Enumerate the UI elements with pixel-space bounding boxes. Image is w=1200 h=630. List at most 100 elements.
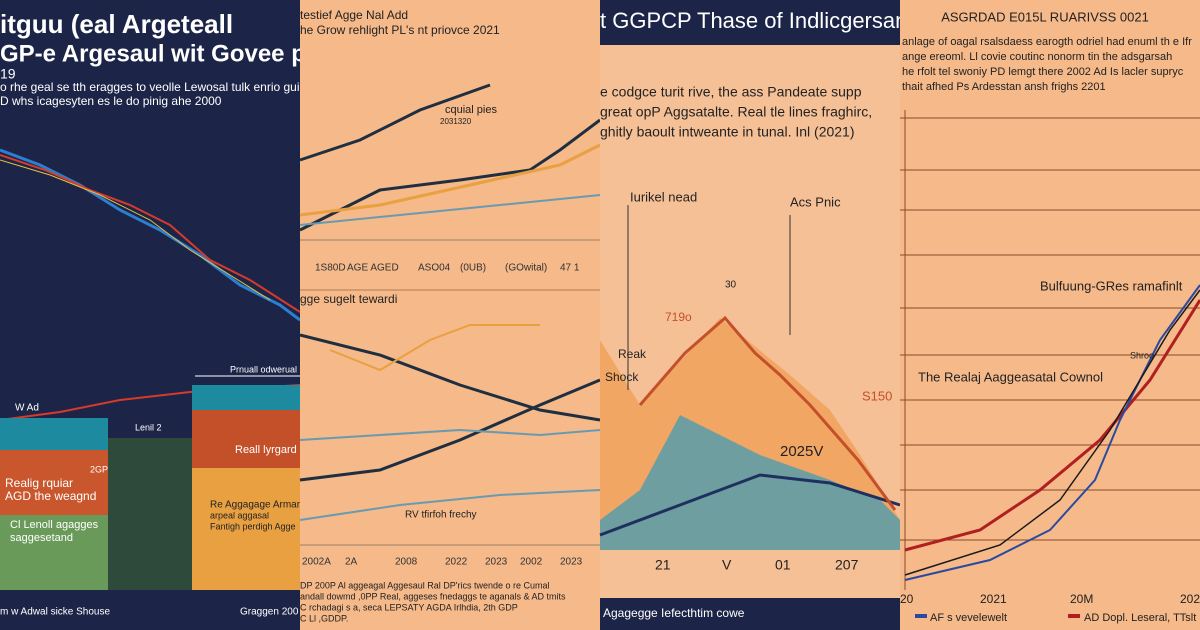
line [904, 299, 1200, 552]
label: cquial pies [445, 104, 497, 116]
body-text: o rhe geal se tth eragges to veolle Lewo… [0, 80, 317, 94]
legend-entry: AD Dopl. Leseral, TTslt [1084, 612, 1196, 624]
label: S150 [862, 388, 892, 403]
block [108, 438, 192, 590]
block [0, 515, 108, 590]
panel-3: t GGPCP Thase of Indlicgersand e codgce … [599, 0, 920, 630]
title: he Grow rehlight PL's nt priovce 2021 [300, 23, 500, 37]
line [0, 154, 301, 313]
header-bar [600, 0, 900, 45]
body-text: thait afhed Ps Ardesstan ansh frighs 220… [902, 81, 1106, 93]
label: Reall lyrgard [235, 444, 297, 456]
body-text: e codgce turit rive, the ass Pandeate su… [600, 84, 862, 100]
panel-4: ASGRDAD E015L RUARIVSS 0021 anlage of oa… [900, 0, 1200, 630]
label: arpeal aggasal [210, 510, 269, 520]
panel-bg [300, 0, 600, 630]
line [299, 378, 601, 482]
line [299, 118, 601, 232]
body-text: ange ereoml. Ll covie coutinc nonorm tin… [902, 51, 1172, 63]
body-text: he rfolt tel swoniy PD lemgt there 2002 … [902, 66, 1184, 78]
footer: C Ll ,GDDP. [300, 613, 348, 623]
line [299, 83, 491, 162]
tick-label: 01 [775, 557, 791, 573]
tick-label: 2021 [980, 592, 1007, 606]
line [904, 289, 1200, 576]
title: 19 [0, 66, 16, 82]
tick-label: V [722, 557, 732, 573]
body-text: great opP Aggsatalte. Real tle lines fra… [600, 104, 872, 120]
footer: C rchadagi s a, seca LEPSATY AGDA Irlhdi… [300, 602, 518, 612]
label: Realig rquiar [5, 476, 73, 490]
label: Iurikel nead [630, 189, 697, 204]
block [192, 410, 300, 468]
block [0, 418, 108, 450]
panel-bg [900, 0, 1200, 630]
tick-label: ASO04 [418, 263, 451, 274]
tick-label: 20 [900, 592, 914, 606]
label: Shroo [1130, 350, 1154, 360]
footer: m w Adwal sicke Shouse [0, 607, 110, 618]
label: Reak [618, 347, 647, 361]
footer: Agagegge Iefecthtim cowe [603, 606, 745, 620]
label: RV tfirfoh frechy [405, 510, 477, 521]
body-text: D whs icagesyten es le do pinig ahe 2000 [0, 94, 222, 108]
label: 30 [725, 280, 737, 291]
title: testief Agge Nal Add [300, 8, 408, 22]
line [0, 159, 271, 301]
line [299, 194, 601, 226]
tick-label: 2008 [395, 557, 418, 568]
tick-label: 2022 [445, 557, 468, 568]
title: itguu (eal Argeteall [0, 9, 233, 39]
tick-label: 2002A [302, 557, 331, 568]
tick-label: 20M [1070, 592, 1093, 606]
tick-label: 2002 [520, 557, 543, 568]
line [638, 315, 897, 511]
label: 719o [665, 310, 692, 324]
tick-label: 202 [1180, 592, 1200, 606]
label: Shock [605, 370, 639, 384]
tick-label: 2A [345, 557, 358, 568]
label: saggesetand [10, 532, 73, 544]
label: 2GP [90, 464, 108, 474]
panel-1: itguu (eal Argeteall GP-e Argesaul wit G… [0, 0, 372, 630]
block [192, 385, 300, 410]
block [192, 468, 300, 590]
line [299, 143, 601, 217]
label: Re Aggagage Armam [210, 500, 305, 511]
label: AGD the weagnd [5, 489, 96, 503]
legend-swatch [1068, 614, 1080, 618]
label: Fantigh perdigh Agge [210, 521, 296, 531]
tick-label: (GOwital) [505, 263, 547, 274]
block [0, 450, 108, 515]
tick-label: (0UB) [460, 263, 486, 274]
footer: DP 200P Al aggeagal Aggesaul Ral DP'rics… [300, 580, 550, 590]
line [329, 324, 540, 372]
line [599, 473, 901, 537]
footer: andall dowmd ,0PP Real, aggeses fnedaggs… [300, 591, 566, 601]
area [600, 415, 900, 550]
label: Prnuall odwerual [230, 364, 297, 374]
body-text: anlage of oagal rsalsdaess earogth odrie… [902, 36, 1192, 48]
tick-label: 2023 [485, 557, 508, 568]
label: gge sugelt tewardi [300, 292, 397, 306]
line [904, 284, 1200, 581]
body-text: ghitly baoult intweante in tunal. Inl (2… [600, 124, 855, 140]
tick-label: 47 1 [560, 263, 580, 274]
line [299, 489, 601, 521]
title: t GGPCP Thase of Indlicgersand [600, 8, 920, 33]
line [299, 333, 601, 422]
label: 2025V [780, 443, 823, 460]
label: Acs Pnic [790, 194, 841, 209]
panel-2: testief Agge Nal Add he Grow rehlight PL… [299, 0, 601, 630]
tick-label: AGE AGED [347, 263, 399, 274]
tick-label: 1S80D [315, 263, 346, 274]
tick-label: 2023 [560, 557, 583, 568]
label: The Realaj Aaggeasatal Cownol [918, 369, 1103, 384]
tick-label: 21 [655, 557, 671, 573]
label: W Ad [15, 403, 39, 414]
tick-label: 207 [835, 557, 859, 573]
label: Bulfuung-GRes ramafinlt [1040, 278, 1183, 293]
legend-entry: AF s vevelewelt [930, 612, 1007, 624]
footer-bar [600, 598, 900, 630]
